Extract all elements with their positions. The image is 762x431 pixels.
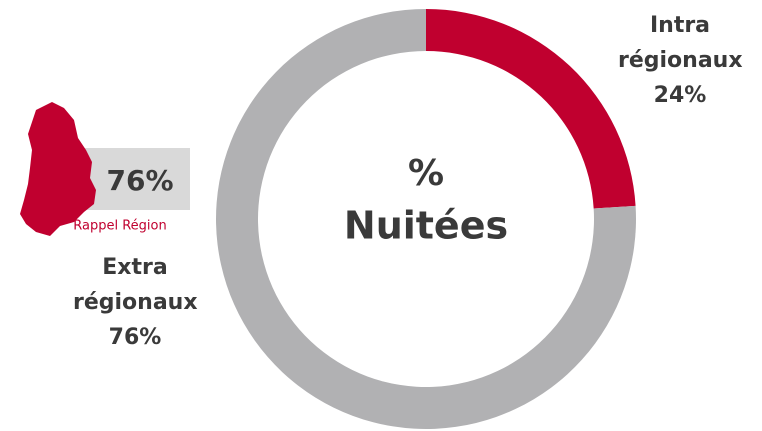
center-text: % [408,153,444,194]
donut-slice [426,9,636,209]
rappel-value: 76% [106,164,173,197]
rappel-box [78,148,190,210]
center-text: Nuitées [344,204,508,248]
category-label: Extra régionaux [73,255,198,315]
category-label: Intra régionaux [618,13,743,73]
slice-label: Extra régionaux 76% [73,250,198,355]
region-map [20,102,96,236]
value-label: 24% [653,83,707,108]
slice-label: Intra régionaux 24% [618,8,743,113]
rappel-label: Rappel Région [73,219,166,234]
value-label: 76% [108,325,162,350]
